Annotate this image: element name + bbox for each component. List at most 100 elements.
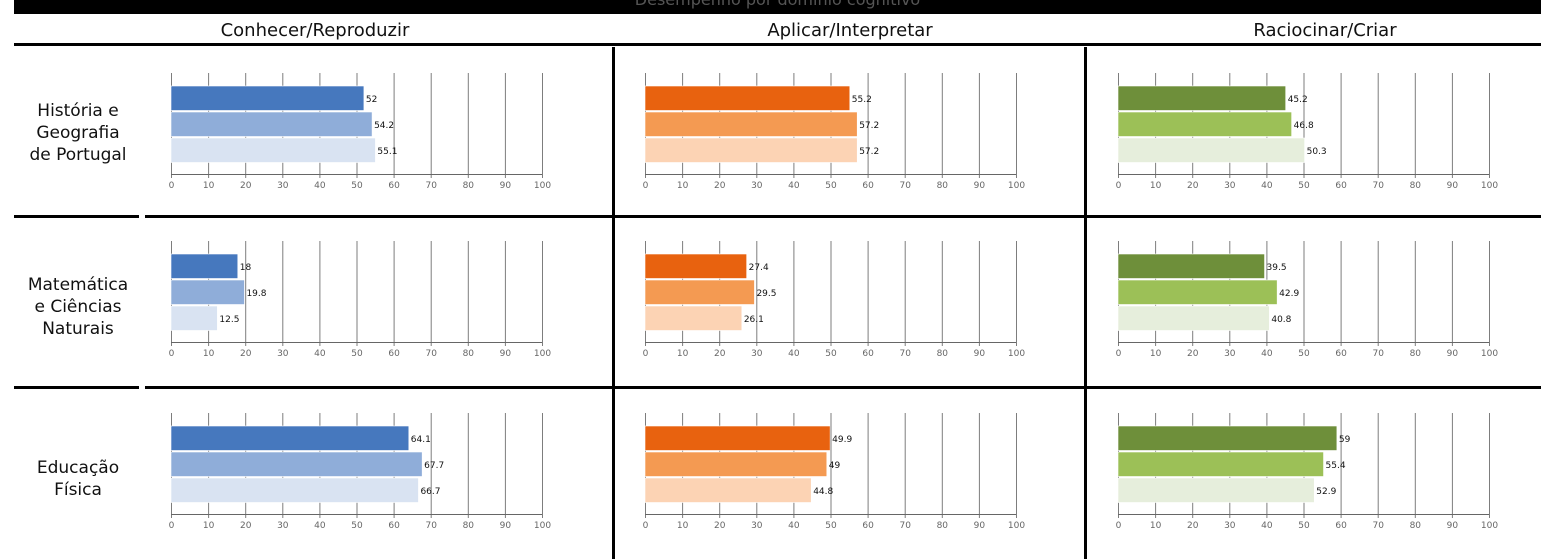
bar [170, 137, 376, 163]
x-tick-label: 20 [1187, 181, 1199, 191]
bar [644, 111, 858, 137]
x-tick-label: 20 [1187, 521, 1199, 531]
bar-value-label: 46.8 [1294, 121, 1314, 131]
bar-value-label: 39.5 [1267, 263, 1287, 273]
x-tick-label: 100 [1481, 181, 1498, 191]
bar-value-label: 55.4 [1326, 461, 1346, 471]
x-tick-label: 70 [425, 349, 437, 359]
x-tick-label: 70 [899, 521, 911, 531]
x-tick-label: 100 [1008, 181, 1025, 191]
x-tick-label: 90 [1447, 521, 1459, 531]
x-tick-label: 30 [751, 349, 763, 359]
bar [1117, 425, 1338, 451]
x-tick-label: 10 [1150, 349, 1162, 359]
x-tick-label: 50 [825, 181, 837, 191]
bar-chart-svg: 0 10 20 30 40 50 60 70 80 90 100 39.5 42.9 40.8 [1116, 241, 1498, 359]
bar [644, 305, 743, 331]
x-tick-label: 50 [351, 349, 363, 359]
row-label-educacao: Educação Física [8, 457, 148, 501]
x-tick-label: 30 [751, 521, 763, 531]
x-tick-label: 30 [277, 349, 289, 359]
x-tick-label: 100 [1008, 349, 1025, 359]
x-tick-label: 0 [169, 521, 175, 531]
x-tick-label: 40 [788, 521, 800, 531]
row-divider-1b [145, 215, 1541, 218]
bar-chart-svg: 0 10 20 30 40 50 60 70 80 90 100 49.9 49 44.8 [643, 413, 1025, 531]
chart-matematica-conhecer: 0 10 20 30 40 50 60 70 80 90 100 18 19.8 12.5 [160, 238, 560, 378]
x-tick-label: 40 [788, 181, 800, 191]
bar-chart-svg: 0 10 20 30 40 50 60 70 80 90 100 27.4 29.5 26.1 [643, 241, 1025, 359]
x-tick-label: 60 [1335, 521, 1347, 531]
x-tick-label: 80 [463, 181, 475, 191]
row-label-matematica: Matemática e Ciências Naturais [8, 274, 148, 340]
bar [644, 477, 812, 503]
bar-value-label: 67.7 [424, 461, 444, 471]
bar-value-label: 59 [1339, 435, 1351, 445]
bar-value-label: 54.2 [374, 121, 394, 131]
x-tick-label: 60 [862, 349, 874, 359]
column-header-raciocinar: Raciocinar/Criar [1253, 20, 1397, 41]
x-tick-label: 40 [1261, 349, 1273, 359]
x-tick-label: 90 [1447, 349, 1459, 359]
x-tick-label: 40 [314, 181, 326, 191]
x-tick-label: 40 [788, 349, 800, 359]
bar [170, 85, 365, 111]
x-tick-label: 50 [825, 349, 837, 359]
chart-title: Desempenho por domínio cognitivo [14, 0, 1541, 9]
x-tick-label: 0 [643, 349, 649, 359]
x-tick-label: 30 [751, 181, 763, 191]
row-label-line: Educação [36, 458, 120, 478]
bar-value-label: 44.8 [813, 487, 833, 497]
bar-value-label: 42.9 [1279, 289, 1299, 299]
bar [644, 253, 747, 279]
chart-educacao-aplicar: 0 10 20 30 40 50 60 70 80 90 100 49.9 49 44.8 [634, 410, 1034, 550]
chart-historia-raciocinar: 0 10 20 30 40 50 60 70 80 90 100 45.2 46.8 50.3 [1107, 70, 1507, 210]
chart-historia-conhecer: 0 10 20 30 40 50 60 70 80 90 100 52 54.2 55.1 [160, 70, 560, 210]
x-tick-label: 70 [899, 349, 911, 359]
x-tick-label: 100 [534, 181, 551, 191]
x-tick-label: 10 [203, 181, 215, 191]
bar [1117, 477, 1315, 503]
bar-value-label: 26.1 [744, 315, 764, 325]
x-tick-label: 40 [1261, 521, 1273, 531]
x-tick-label: 70 [1372, 181, 1384, 191]
x-tick-label: 0 [169, 181, 175, 191]
x-tick-label: 80 [463, 521, 475, 531]
row-label-historia: História e Geografia de Portugal [8, 100, 148, 166]
bar-value-label: 50.3 [1307, 147, 1327, 157]
x-tick-label: 50 [1298, 181, 1310, 191]
title-bar: Desempenho por domínio cognitivo [14, 0, 1541, 14]
column-divider-1 [612, 47, 615, 559]
bar-value-label: 27.4 [749, 263, 769, 273]
x-tick-label: 10 [677, 181, 689, 191]
bar [644, 137, 858, 163]
x-tick-label: 60 [862, 521, 874, 531]
chart-educacao-conhecer: 0 10 20 30 40 50 60 70 80 90 100 64.1 67.7 66.7 [160, 410, 560, 550]
bar-chart-svg: 0 10 20 30 40 50 60 70 80 90 100 18 19.8 12.5 [169, 241, 551, 359]
x-tick-label: 20 [240, 349, 252, 359]
x-tick-label: 80 [937, 181, 949, 191]
x-tick-label: 90 [974, 181, 986, 191]
x-tick-label: 60 [1335, 349, 1347, 359]
x-tick-label: 100 [534, 349, 551, 359]
bar-value-label: 55.1 [377, 147, 397, 157]
x-tick-label: 90 [500, 181, 512, 191]
x-tick-label: 30 [1224, 521, 1236, 531]
chart-educacao-raciocinar: 0 10 20 30 40 50 60 70 80 90 100 59 55.4 52.9 [1107, 410, 1507, 550]
bar [170, 305, 218, 331]
bar [644, 279, 755, 305]
x-tick-label: 40 [314, 349, 326, 359]
bar [1117, 137, 1305, 163]
row-label-line: de Portugal [29, 145, 127, 165]
x-tick-label: 10 [1150, 181, 1162, 191]
row-label-line: Naturais [42, 319, 114, 339]
x-tick-label: 0 [169, 349, 175, 359]
bar-value-label: 18 [240, 263, 252, 273]
x-tick-label: 30 [277, 521, 289, 531]
bar-value-label: 49.9 [832, 435, 852, 445]
bar [644, 451, 828, 477]
x-tick-label: 70 [425, 181, 437, 191]
chart-matematica-raciocinar: 0 10 20 30 40 50 60 70 80 90 100 39.5 42.9 40.8 [1107, 238, 1507, 378]
bar-chart-svg: 0 10 20 30 40 50 60 70 80 90 100 64.1 67.7 66.7 [169, 413, 551, 531]
bar-value-label: 40.8 [1271, 315, 1291, 325]
